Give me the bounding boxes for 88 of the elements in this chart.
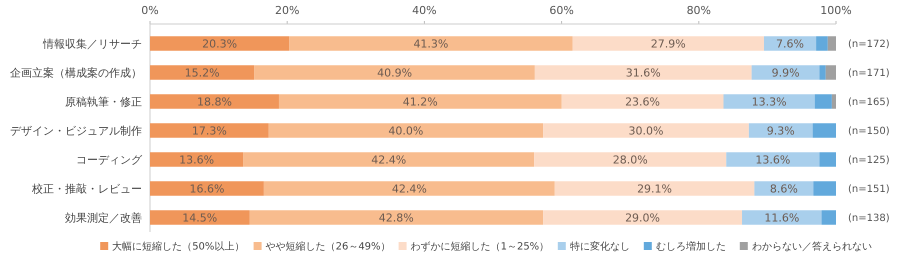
x-tick-label: 80% [686,4,712,17]
bar [243,152,534,167]
bar [814,94,832,109]
legend-label: 大幅に短縮した（50%以上） [112,240,244,252]
bar [249,210,544,225]
bar [264,181,555,196]
y-tick-label: デザイン・ビジュアル制作 [10,124,142,138]
text: (n=172) [848,39,890,50]
data-label: 41.2% [402,95,438,108]
bar [254,65,535,80]
bar [812,123,836,138]
legend-label: 特に変化なし [570,240,630,252]
data-label: 9.3% [766,124,795,138]
data-label: 17.3% [192,124,227,138]
data-label: 42.8% [378,211,414,224]
bar [289,36,573,51]
y-tick-label: 効果測定／改善 [65,211,142,224]
text: (n=165) [848,97,890,108]
data-label: 14.5% [182,211,218,224]
legend-label: むしろ増加した [656,240,726,252]
bar [150,123,269,138]
data-label: 28.0% [612,153,648,166]
bar [828,36,836,51]
y-tick-label: 校正・推敲・レビュー [31,182,142,196]
data-label: 16.6% [189,182,224,196]
bar [543,123,749,138]
y-tick-label: 企画立案（構成案の作成） [10,66,142,80]
bar [150,181,264,196]
bar [820,65,826,80]
bar [534,65,752,80]
data-label: 15.2% [184,66,220,80]
bar [572,36,764,51]
legend-label: わからない／答えられない [752,240,872,252]
data-label: 20.3% [202,37,238,50]
data-label: 9.9% [772,66,800,80]
data-label: 40.9% [377,66,412,80]
bar [723,94,815,109]
text: (n=151) [848,184,890,195]
bar [150,36,290,51]
bar [742,210,822,225]
bar [150,152,244,167]
x-tick-label: 20% [274,4,300,17]
bar [816,36,828,51]
x-tick-label: 100% [820,4,852,17]
bar [813,181,836,196]
data-label: 13.6% [755,153,790,166]
data-label: 42.4% [392,182,427,196]
bar [268,123,544,138]
bar [726,152,820,167]
data-label: 31.6% [626,66,661,80]
data-label: 40.0% [388,124,424,138]
x-tick-label: 0% [141,4,159,17]
text: (n=150) [848,126,890,137]
data-label: 30.0% [628,124,664,138]
data-label: 41.3% [413,37,448,50]
bar [562,94,724,109]
data-label: 11.6% [764,211,800,224]
bar [543,210,742,225]
bar [820,152,836,167]
y-tick-label: 情報収集／リサーチ [42,37,142,50]
legend-label: やや短縮した（26～49%） [266,240,391,252]
bar [832,94,836,109]
bar [554,181,754,196]
data-label: 13.6% [179,153,214,166]
bar [150,94,279,109]
data-label: 8.6% [770,182,798,196]
data-label: 13.3% [752,95,787,108]
data-label: 18.8% [197,95,232,108]
x-tick-label: 60% [549,4,574,17]
legend-label: わずかに短縮した（1～25%） [410,240,550,252]
data-label: 7.6% [776,37,804,50]
text: (n=138) [848,213,890,224]
bar [278,94,562,109]
text: (n=171) [848,68,890,79]
y-tick-label: 原稿執筆・修正 [65,95,142,108]
bar [826,65,836,80]
data-label: 27.9% [650,37,686,50]
x-tick-label: 40% [412,4,437,17]
bar [150,65,254,80]
data-label: 23.6% [625,95,660,108]
bar [822,210,836,225]
data-label: 42.4% [371,153,406,166]
bar [534,152,726,167]
data-label: 29.0% [625,211,660,224]
y-tick-label: コーディング [76,153,143,166]
data-label: 29.1% [637,182,672,196]
text: (n=125) [848,155,890,166]
bar [150,210,250,225]
